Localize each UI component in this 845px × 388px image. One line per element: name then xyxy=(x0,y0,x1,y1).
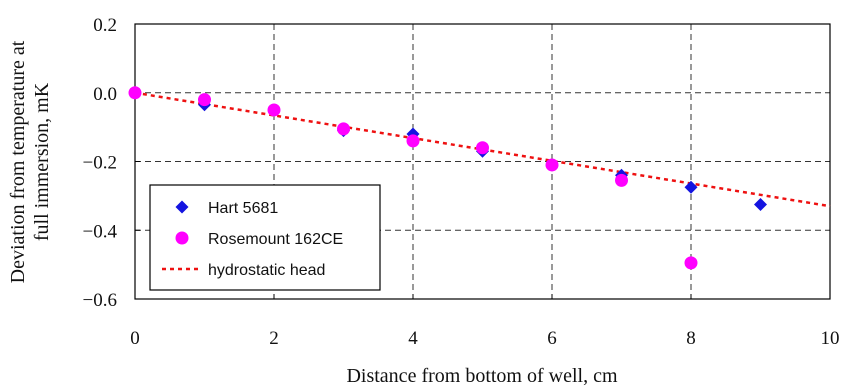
x-axis-title: Distance from bottom of well, cm xyxy=(346,365,617,387)
y-tick-label: −0.6 xyxy=(83,290,117,311)
legend-label: Hart 5681 xyxy=(208,200,278,217)
rosemount-162ce-point xyxy=(267,103,281,117)
y-tick-label: 0.0 xyxy=(93,84,117,105)
rosemount-162ce-point xyxy=(545,158,559,172)
y-tick-label: 0.2 xyxy=(93,15,117,36)
rosemount-162ce-point xyxy=(198,93,211,107)
y-axis-title-line-1: Deviation from temperature at xyxy=(7,40,29,283)
rosemount-162ce-point xyxy=(406,134,420,148)
rosemount-162ce-point xyxy=(684,256,698,270)
rosemount-162ce-point xyxy=(615,173,628,187)
x-tick-label: 10 xyxy=(821,328,840,349)
rosemount-162ce-point xyxy=(128,86,142,100)
x-axis: 0 2 4 6 8 10 xyxy=(130,294,840,349)
x-tick-label: 8 xyxy=(686,328,696,349)
rosemount-162ce-point xyxy=(476,141,489,155)
legend-label: Rosemount 162CE xyxy=(208,231,343,248)
legend-circle-swatch xyxy=(175,231,189,245)
legend-entry: Rosemount 162CE xyxy=(175,231,343,248)
hart-5681-point xyxy=(754,197,767,211)
legend-diamond-swatch xyxy=(175,200,189,214)
y-axis-title-line-2: full immersion, mK xyxy=(31,82,53,241)
rosemount-162ce-point xyxy=(337,122,350,136)
x-tick-label: 0 xyxy=(130,328,140,349)
series-layer xyxy=(128,86,831,270)
y-axis: 0.2 0.0 −0.2 −0.4 −0.6 xyxy=(83,15,140,311)
x-tick-label: 6 xyxy=(547,328,557,349)
x-tick-label: 2 xyxy=(269,328,279,349)
x-tick-label: 4 xyxy=(408,328,418,349)
legend-entry: Hart 5681 xyxy=(175,200,278,217)
legend-entry: hydrostatic head xyxy=(162,262,325,279)
y-tick-label: −0.4 xyxy=(83,221,118,242)
y-tick-label: −0.2 xyxy=(83,153,117,174)
legend: Hart 5681 Rosemount 162CE hydrostatic head xyxy=(149,184,381,291)
hart-5681-point xyxy=(684,180,698,194)
legend-label: hydrostatic head xyxy=(208,262,325,279)
